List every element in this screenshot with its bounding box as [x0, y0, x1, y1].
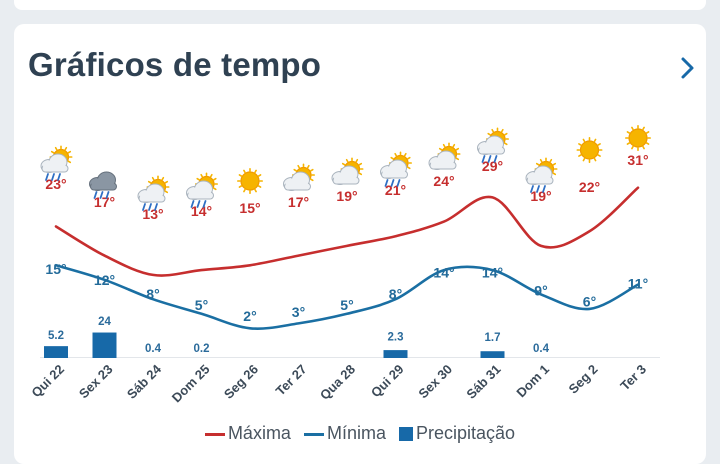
max-temp-label: 21° [385, 182, 406, 198]
x-tick-label: Sáb 31 [463, 362, 503, 402]
max-temp-label: 23° [45, 176, 66, 192]
sun-cloud-icon [283, 163, 316, 191]
x-tick-label: Qui 29 [368, 362, 407, 401]
x-tick-label: Ter 27 [273, 362, 310, 399]
precip-bar [480, 351, 505, 358]
legend-max: Máxima [204, 423, 291, 444]
min-temp-label: 8° [146, 286, 159, 302]
precip-label: 1.7 [485, 332, 501, 344]
min-temp-label: 8° [389, 286, 402, 302]
max-temp-label: 22° [579, 179, 600, 195]
min-temp-label: 14° [482, 265, 503, 281]
x-tick-label: Qua 28 [317, 362, 358, 403]
precip-bar [383, 350, 408, 358]
x-tick-label: Sex 23 [76, 362, 116, 402]
min-temp-label: 5° [195, 297, 208, 313]
sun-icon [237, 168, 264, 194]
sun-cloud-rain-icon [380, 151, 413, 187]
sun-cloud-rain-icon [525, 157, 558, 193]
x-tick-label: Sáb 24 [124, 361, 165, 402]
min-temp-label: 5° [340, 297, 353, 313]
sun-cloud-rain-icon [137, 175, 170, 211]
series-line-min [54, 263, 640, 330]
precip-label: 24 [98, 316, 111, 328]
max-temp-label: 14° [191, 203, 212, 219]
max-temp-label: 29° [482, 158, 503, 174]
precip-label: 5.2 [48, 330, 64, 342]
chevron-right-icon[interactable] [676, 56, 698, 80]
series-line-max [54, 186, 640, 277]
sun-cloud-icon [428, 142, 461, 170]
precip-label: 0.4 [145, 343, 162, 355]
max-temp-label: 19° [336, 188, 357, 204]
sun-icon [576, 137, 603, 163]
precip-label: 2.3 [388, 332, 404, 344]
cloud-rain-icon [89, 171, 117, 199]
sun-icon [624, 125, 652, 151]
min-temp-label: 3° [292, 304, 305, 320]
previous-card [14, 0, 706, 10]
x-tick-label: Qui 22 [28, 362, 67, 401]
weather-chart: 5.2 24 0.4 0.2 2.3 1.7 0.4 23° 17° 13° 14° 15° 17° 19… [28, 125, 660, 406]
min-temp-label: 15° [45, 261, 66, 277]
min-temp-label: 14° [433, 265, 454, 281]
page-title: Gráficos de tempo [28, 46, 322, 83]
min-temp-label: 6° [583, 293, 596, 309]
precip-bar [44, 346, 68, 358]
max-temp-label: 15° [239, 200, 260, 216]
min-temp-label: 11° [628, 275, 648, 291]
precip-label: 0.4 [533, 343, 550, 355]
sun-cloud-icon [331, 157, 364, 185]
x-tick-label: Dom 1 [513, 362, 552, 401]
precip-label: 0.2 [194, 343, 210, 355]
max-temp-label: 31° [627, 152, 648, 168]
sun-cloud-rain-icon [40, 145, 73, 181]
sun-cloud-rain-icon [477, 127, 510, 163]
x-tick-label: Seg 26 [221, 362, 261, 402]
max-temp-label: 24° [433, 173, 454, 189]
min-temp-label: 2° [243, 308, 256, 324]
x-tick-label: Dom 25 [169, 362, 213, 406]
legend-precip: Precipitação [399, 423, 515, 444]
max-temp-label: 17° [288, 194, 309, 210]
sun-cloud-rain-icon [186, 172, 218, 208]
max-temp-label: 13° [142, 206, 163, 222]
x-tick-label: Ter 3 [617, 362, 649, 394]
max-temp-label: 17° [94, 194, 115, 210]
min-temp-label: 12° [94, 272, 115, 288]
x-tick-label: Sex 30 [415, 362, 455, 402]
legend-min: Mínima [303, 423, 386, 444]
max-temp-label: 19° [530, 188, 551, 204]
x-tick-label: Seg 2 [565, 362, 600, 397]
min-temp-label: 9° [534, 283, 547, 299]
precip-bar [92, 332, 117, 358]
chart-legend: Máxima Mínima Precipitação [0, 422, 720, 444]
